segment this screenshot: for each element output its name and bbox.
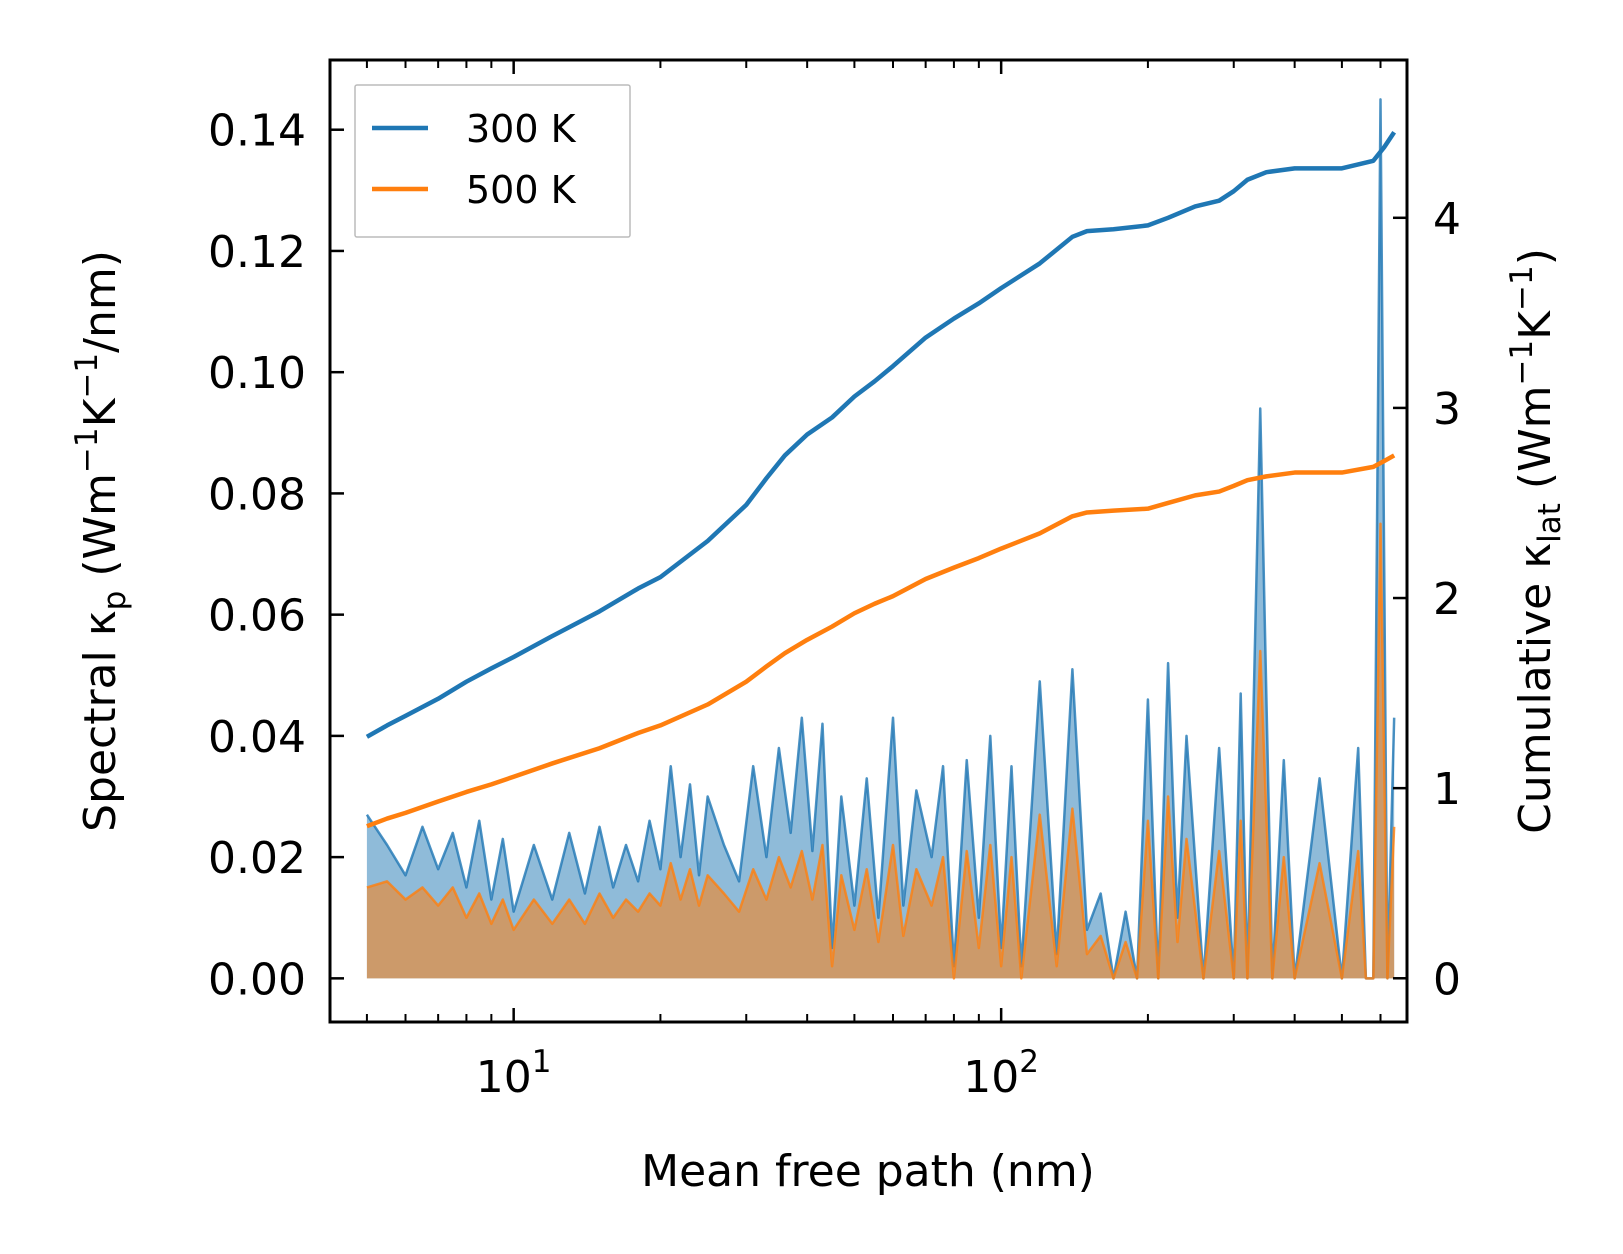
spectral-area-500k [366,523,1395,979]
cumulative-line-300k [365,130,1397,739]
y-right-tick-label: 1 [1433,764,1461,815]
y-right-tick-label: 2 [1433,574,1461,625]
x-axis-label: Mean free path (nm) [641,1146,1095,1197]
cumulative-line-500k [366,453,1396,829]
legend-label-500k: 500 K [466,168,577,212]
y-left-tick-label: 0.08 [208,469,306,520]
y-right-tick-label: 3 [1433,384,1461,435]
y-left-tick-label: 0.00 [208,954,306,1005]
y-left-tick-label: 0.02 [208,833,306,884]
legend: 300 K 500 K [354,84,631,238]
y-axis-left-label: Spectral κp (Wm−1K−1/nm) [69,250,133,832]
spectral-area-300k [366,99,1395,979]
spectral-line-300k [365,98,1396,980]
y-left-tick-label: 0.12 [208,227,306,278]
y-left-tick-label: 0.10 [208,348,306,399]
y-right-tick-label: 4 [1433,194,1461,245]
y-left-tick-label: 0.04 [208,712,306,763]
y-left-tick-label: 0.14 [208,106,306,157]
plot-area [365,98,1397,980]
axes-frame [328,58,1409,1024]
y-right-tick-label: 0 [1433,954,1461,1005]
y-left-tick-label: 0.06 [208,591,306,642]
spectral-line-500k [366,522,1396,980]
axis-ticks: 101 102 0.00 0.02 0.04 0.06 0.08 0.10 0.12 0.14 0 1… [208,60,1461,1103]
legend-label-300k: 300 K [466,107,577,151]
legend-box [354,84,631,238]
x-tick-label: 101 [476,1044,552,1103]
y-axis-right-label: Cumulative κlat (Wm−1K−1) [1504,248,1568,834]
x-tick-label: 102 [963,1044,1039,1103]
